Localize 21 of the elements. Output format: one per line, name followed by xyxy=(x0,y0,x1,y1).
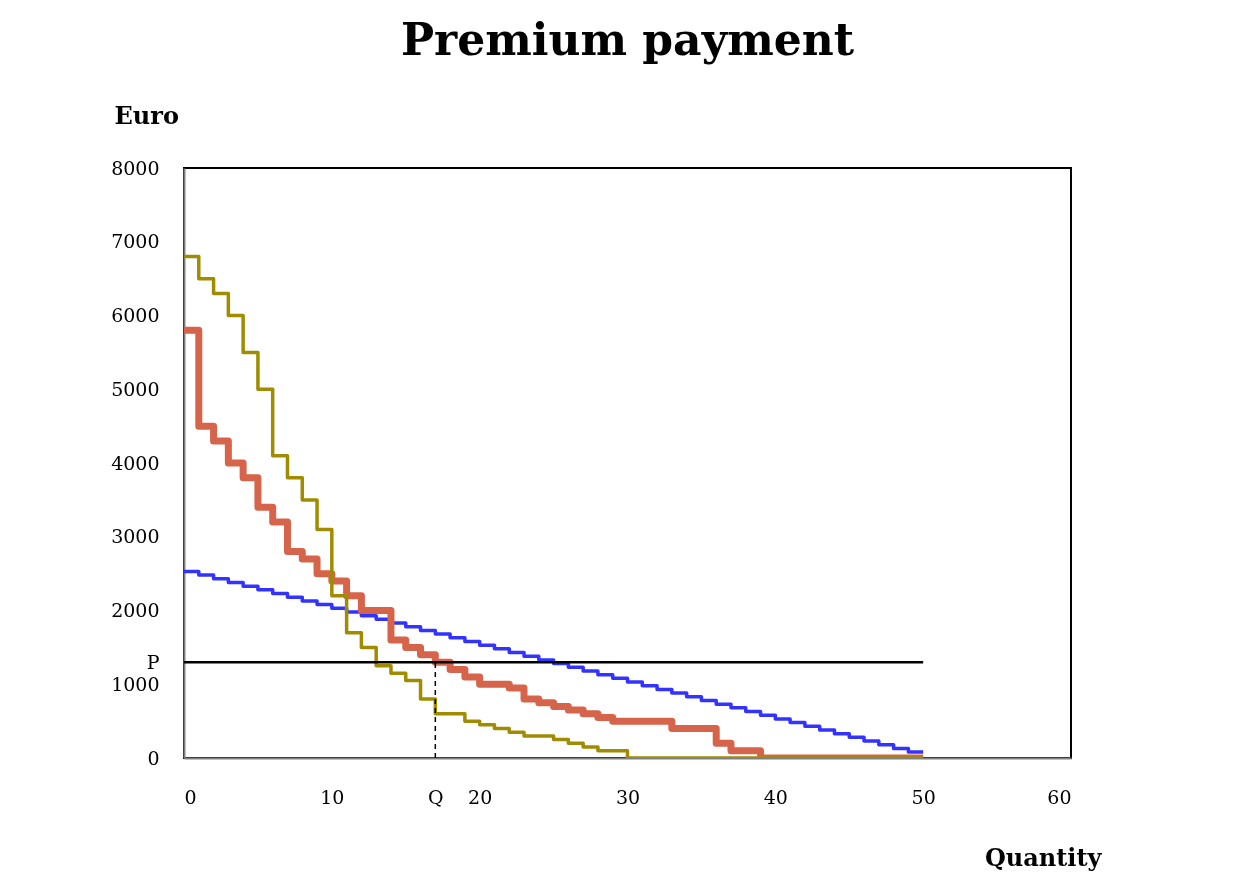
y-tick-label: 5000 xyxy=(111,377,160,400)
x-tick-label: 60 xyxy=(1047,785,1072,808)
y-tick-label: 6000 xyxy=(111,304,160,326)
x-tick-label: 50 xyxy=(911,785,936,808)
x-tick-label: Q xyxy=(428,785,444,808)
x-tick-label: 30 xyxy=(615,785,641,808)
chart-title: Premium payment xyxy=(400,14,855,65)
y-tick-label: 8000 xyxy=(111,156,160,179)
y-tick-label: P xyxy=(146,650,160,673)
y-tick-label: 7000 xyxy=(111,230,160,253)
y-tick-label: 1000 xyxy=(111,672,160,695)
y-tick-label: 0 xyxy=(147,746,160,769)
x-tick-label: 10 xyxy=(320,785,345,808)
x-tick-label: 20 xyxy=(468,785,493,808)
y-tick-label: 2000 xyxy=(111,599,160,621)
x-tick-label: 0 xyxy=(184,785,197,808)
y-tick-label: 4000 xyxy=(111,451,160,474)
x-axis-title: Quantity xyxy=(984,842,1103,872)
y-axis-title: Euro xyxy=(114,100,179,130)
x-tick-label: 40 xyxy=(763,785,788,808)
y-tick-label: 3000 xyxy=(111,525,160,548)
